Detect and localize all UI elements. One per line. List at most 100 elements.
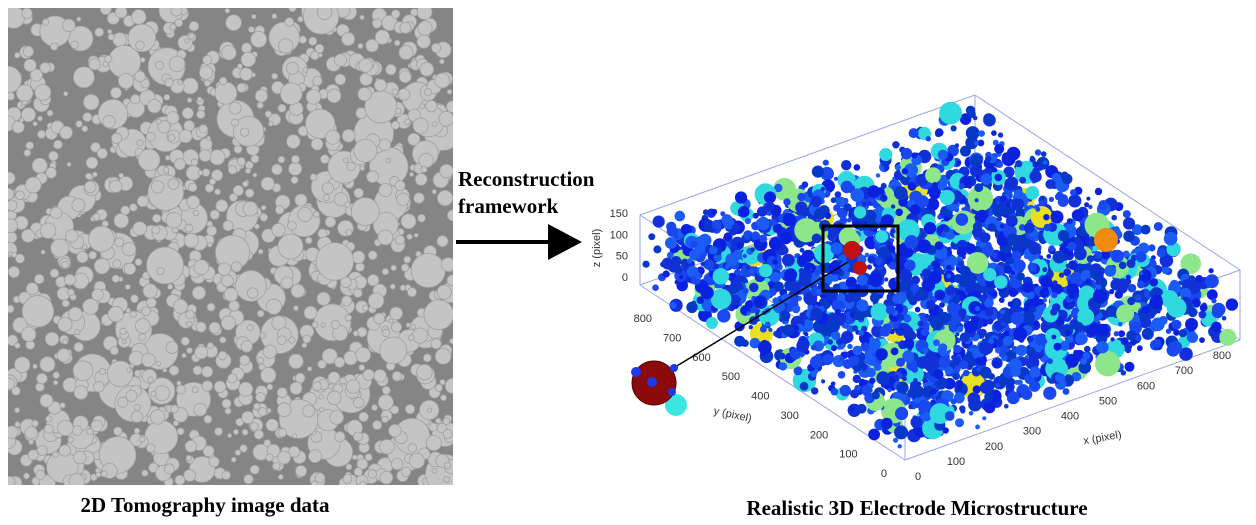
particle: [674, 210, 686, 222]
grain: [39, 356, 56, 373]
particle: [890, 347, 899, 356]
grain: [59, 125, 73, 140]
particle: [991, 130, 997, 136]
particle: [1042, 267, 1048, 273]
particle: [959, 332, 970, 343]
grain: [232, 184, 244, 197]
grain: [407, 443, 418, 453]
particle: [921, 268, 932, 278]
grain: [366, 170, 379, 184]
particle: [1126, 259, 1136, 269]
particle: [679, 274, 684, 280]
particle: [821, 379, 826, 384]
grain: [130, 294, 139, 304]
particle: [778, 352, 786, 360]
particle: [979, 366, 992, 379]
grain: [377, 394, 394, 411]
particle: [802, 249, 815, 262]
particle: [899, 280, 911, 292]
grain: [76, 251, 89, 264]
grain: [147, 98, 162, 114]
grain: [309, 173, 318, 182]
grain: [443, 476, 451, 483]
particle: [782, 324, 795, 337]
particle: [730, 278, 741, 288]
grain: [294, 372, 306, 384]
particle: [904, 259, 916, 271]
grain: [302, 67, 309, 73]
grain: [356, 458, 369, 470]
grain: [407, 132, 421, 146]
particle: [1051, 334, 1057, 340]
particle: [1018, 224, 1026, 231]
grain: [353, 397, 365, 409]
particle: [917, 239, 931, 254]
grain: [14, 407, 21, 414]
particle: [674, 234, 679, 239]
particle: [883, 165, 890, 171]
grain: [146, 246, 184, 285]
particle: [1032, 320, 1040, 327]
zoom-box: [821, 224, 900, 293]
particle: [884, 277, 889, 282]
particle: [870, 303, 889, 321]
particle: [911, 385, 924, 398]
grain: [315, 242, 355, 281]
particle: [881, 161, 886, 167]
particle: [746, 311, 751, 316]
grain: [396, 192, 410, 206]
particle: [982, 416, 987, 421]
particle: [1051, 292, 1058, 299]
grain: [92, 171, 98, 178]
grain: [398, 45, 414, 60]
particle: [778, 362, 788, 371]
grain: [358, 411, 369, 423]
particle: [953, 344, 962, 354]
particles-3d: [642, 101, 1239, 449]
inset-particle: [631, 367, 641, 377]
grain: [344, 314, 353, 322]
particle: [1040, 151, 1047, 157]
grain: [358, 364, 366, 371]
particle: [1022, 281, 1034, 293]
grain: [311, 381, 322, 392]
particle: [797, 192, 806, 202]
grain: [373, 312, 386, 325]
particle: [1065, 330, 1071, 337]
grain: [61, 260, 69, 269]
particle: [1015, 344, 1028, 357]
particle: [933, 339, 940, 347]
particle: [1205, 274, 1219, 289]
particle: [811, 165, 825, 178]
particle: [901, 376, 907, 382]
particle: [894, 425, 909, 440]
particle: [946, 273, 952, 279]
particle: [1138, 269, 1152, 282]
particle: [820, 186, 826, 192]
grain: [23, 149, 32, 157]
grain: [181, 107, 194, 120]
grain: [250, 154, 260, 164]
grain: [117, 72, 134, 89]
grain: [373, 78, 387, 92]
particle: [1056, 344, 1062, 349]
particle: [749, 269, 754, 274]
particle: [1206, 289, 1218, 301]
particle: [1098, 200, 1109, 210]
grain: [390, 264, 397, 272]
tick-label: 500: [722, 371, 740, 383]
grain: [367, 292, 385, 309]
grain: [75, 120, 83, 128]
grain: [263, 439, 272, 448]
grain: [76, 16, 82, 22]
particle: [856, 274, 868, 286]
particle: [1085, 238, 1092, 244]
particle: [1007, 301, 1014, 307]
particle: [1136, 345, 1143, 352]
particle: [990, 391, 1001, 402]
particle: [1195, 275, 1203, 283]
particle: [985, 155, 992, 163]
grain: [329, 410, 344, 425]
grain: [352, 330, 359, 337]
grain: [243, 474, 254, 485]
